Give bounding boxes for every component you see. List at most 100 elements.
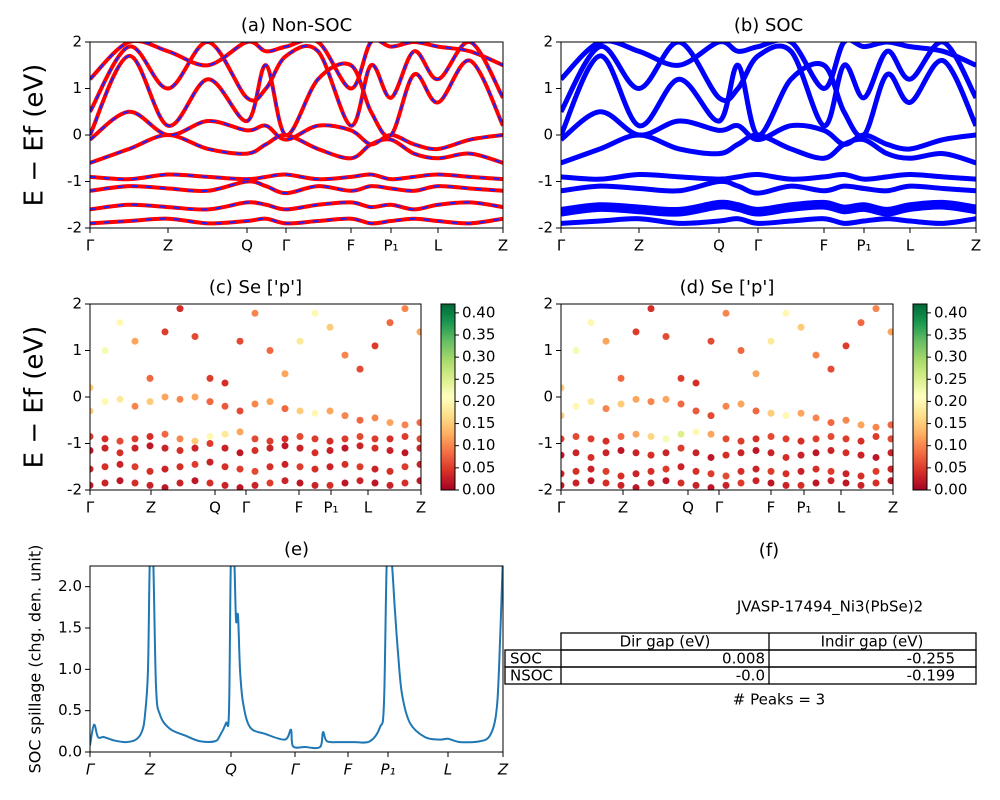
projection-point [677, 444, 685, 452]
projection-point [341, 412, 349, 420]
y-tick-label: 0.0 [58, 743, 82, 761]
projection-point [737, 479, 745, 487]
x-tick-label: P₁ [380, 761, 395, 779]
projection-point [812, 351, 820, 359]
band-line [561, 42, 976, 91]
projection-point [857, 481, 865, 489]
projection-point [90, 465, 94, 473]
y-axis-label: E − Ef (eV) [20, 326, 50, 469]
projection-point [191, 460, 199, 468]
x-tick-label: Z [618, 499, 628, 517]
projection-point [416, 435, 421, 443]
band-line-dashed [90, 54, 503, 138]
projection-point [251, 467, 259, 475]
y-tick-label: 2 [72, 33, 82, 51]
projection-point [296, 433, 304, 441]
projection-point [116, 449, 124, 457]
x-tick-label: P₁ [383, 237, 398, 255]
projection-point [401, 463, 409, 471]
projection-point [326, 437, 334, 445]
projection-point [632, 430, 640, 438]
projection-point [101, 398, 109, 406]
projection-point [146, 374, 154, 382]
projection-point [812, 435, 820, 443]
projection-point [296, 444, 304, 452]
projection-point [561, 435, 565, 443]
projection-point [266, 463, 274, 471]
projection-point [236, 428, 244, 436]
projection-point [827, 365, 835, 373]
colorbar-tick-label: 0.00 [462, 481, 495, 499]
colorbar-tick-label: 0.15 [934, 414, 967, 432]
projection-point [887, 477, 893, 485]
projection-point [386, 419, 394, 427]
projection-point [416, 477, 421, 485]
projection-point [572, 479, 580, 487]
x-tick-label: Γ [291, 761, 301, 779]
axes-frame [560, 303, 894, 491]
projection-point [206, 374, 214, 382]
projection-point [617, 374, 625, 382]
projection-point [561, 412, 565, 420]
projection-point [587, 453, 595, 461]
projection-point [707, 470, 715, 478]
projection-point [311, 481, 319, 489]
projection-point [797, 409, 805, 417]
projection-point [281, 435, 289, 443]
projection-point [311, 309, 319, 317]
projection-point [887, 449, 893, 457]
projection-point [146, 481, 154, 489]
x-tick-label: F [767, 499, 776, 517]
projection-point [752, 407, 760, 415]
x-tick-label: Q [225, 761, 237, 779]
x-tick-label: Q [241, 237, 253, 255]
projection-point [827, 419, 835, 427]
projection-point [401, 305, 409, 313]
projection-point [326, 463, 334, 471]
x-tick-label: Z [498, 237, 508, 255]
projection-point [722, 435, 730, 443]
projection-point [191, 444, 199, 452]
projection-point [236, 337, 244, 345]
projection-point [707, 412, 715, 420]
projection-point [311, 435, 319, 443]
projection-point [176, 463, 184, 471]
band-line-dashed [90, 42, 503, 127]
y-tick-label: 2 [543, 295, 553, 313]
projection-point [722, 309, 730, 317]
band-line [90, 566, 503, 750]
projection-point [617, 400, 625, 408]
projection-point [767, 337, 775, 345]
band-line [561, 178, 976, 196]
x-tick-label: Γ [86, 761, 96, 779]
projection-point [191, 477, 199, 485]
panel-title: (d) Se ['p'] [680, 277, 775, 298]
projection-point [416, 444, 421, 452]
projection-point [266, 398, 274, 406]
plot-area [90, 42, 503, 226]
x-tick-label: Γ [86, 237, 95, 255]
projection-point [737, 347, 745, 354]
projection-point [251, 400, 259, 408]
panel-title: (a) Non-SOC [241, 15, 352, 36]
projection-point [857, 472, 865, 480]
band-line [90, 179, 503, 196]
panel-title: (e) [284, 539, 309, 560]
projection-point [296, 337, 304, 345]
projection-point [401, 449, 409, 457]
projection-point [161, 328, 169, 336]
projection-point [281, 442, 289, 450]
y-tick-label: 0 [543, 126, 553, 144]
y-tick-label: 2 [72, 295, 82, 313]
projection-point [812, 449, 820, 457]
projection-point [752, 370, 760, 378]
projection-point [90, 481, 94, 489]
projection-point [266, 479, 274, 487]
projection-point [872, 479, 880, 487]
x-tick-label: Z [888, 499, 898, 517]
projection-point [692, 379, 700, 387]
projection-point [161, 465, 169, 473]
projection-point [842, 435, 850, 443]
projection-point [116, 477, 124, 485]
